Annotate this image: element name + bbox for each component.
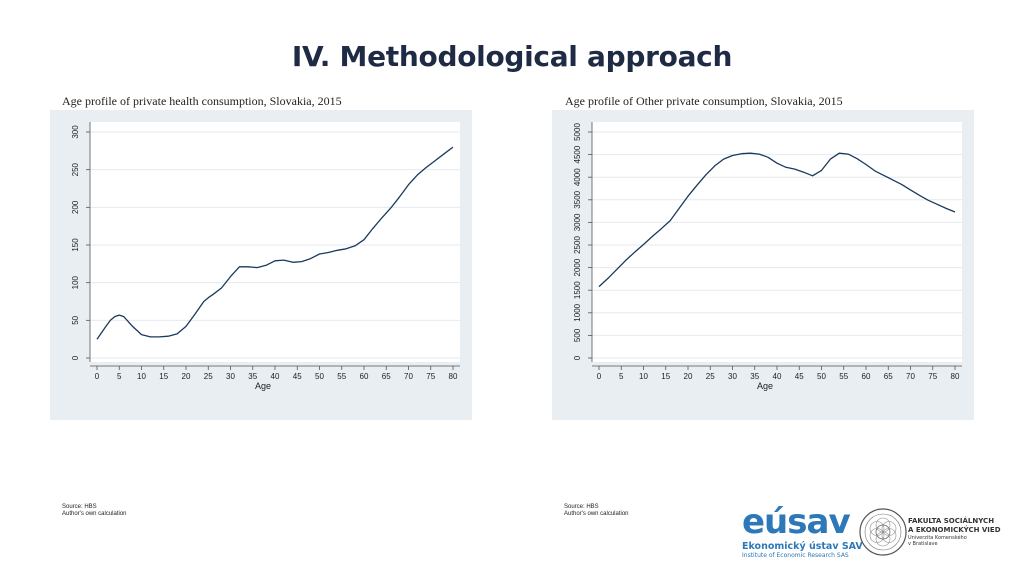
x-tick-label: 35 xyxy=(750,372,759,381)
y-tick-label: 0 xyxy=(573,355,582,360)
eusav-word-b: sav xyxy=(787,502,850,542)
x-tick-label: 70 xyxy=(404,372,413,381)
x-axis-label: Age xyxy=(757,381,773,391)
x-tick-label: 60 xyxy=(360,372,369,381)
eusav-name-en: Institute of Economic Research SAS xyxy=(742,552,849,559)
y-tick-label: 3000 xyxy=(573,213,582,231)
chart-health-svg: 0 50 100 150 200 250 300 0 5 10 15 20 25 30 35 40 45 50 55… xyxy=(71,122,460,391)
chart-other-svg: 0500100015002000250030003500400045005000… xyxy=(573,122,962,391)
x-tick-label: 55 xyxy=(337,372,346,381)
x-tick-label: 30 xyxy=(226,372,235,381)
chart-source-other: Source: HBS Author's own calculation xyxy=(564,504,629,518)
slide-title: IV. Methodological approach xyxy=(291,40,733,73)
x-tick-label: 0 xyxy=(95,372,100,381)
fses-logo-text: FAKULTA SOCIÁLNYCH A EKONOMICKÝCH VIED U… xyxy=(908,517,1001,547)
eusav-wordmark: eúsav xyxy=(742,505,852,539)
fses-line3: Univerzita Komenského xyxy=(908,535,967,541)
x-tick-label: 65 xyxy=(382,372,391,381)
y-tick-label: 200 xyxy=(71,200,80,214)
fses-seal-icon xyxy=(859,508,907,556)
x-tick-label: 75 xyxy=(928,372,937,381)
x-tick-label: 70 xyxy=(906,372,915,381)
x-tick-label: 50 xyxy=(315,372,324,381)
x-tick-label: 10 xyxy=(639,372,648,381)
plot-area xyxy=(592,122,962,362)
x-tick-label: 0 xyxy=(597,372,602,381)
eusav-name: Ekonomický ústav SAV xyxy=(742,541,863,552)
x-tick-label: 5 xyxy=(619,372,624,381)
x-tick-label: 15 xyxy=(661,372,670,381)
y-tick-label: 0 xyxy=(71,355,80,360)
fses-line1: FAKULTA SOCIÁLNYCH xyxy=(908,517,995,525)
x-axis-label: Age xyxy=(255,381,271,391)
y-tick-label: 4000 xyxy=(573,168,582,186)
chart-panel-other: 0 500 1000 1500 2000 2500 3000 3500 4000 4500 5000… xyxy=(552,110,974,517)
x-tick-label: 60 xyxy=(862,372,871,381)
x-tick-label: 80 xyxy=(449,372,458,381)
chart-caption-health: Age profile of private health consumptio… xyxy=(62,94,342,108)
x-tick-label: 25 xyxy=(706,372,715,381)
series-line xyxy=(598,152,956,288)
y-tick-label: 100 xyxy=(71,275,80,289)
x-tick-label: 55 xyxy=(839,372,848,381)
y-tick-label: 50 xyxy=(71,315,80,324)
fses-line4: v Bratislave xyxy=(908,541,938,547)
x-tick-label: 65 xyxy=(884,372,893,381)
y-tick-label: 5000 xyxy=(573,123,582,141)
y-tick-label: 500 xyxy=(573,328,582,342)
y-tick-label: 150 xyxy=(71,238,80,252)
eusav-word-a: eú xyxy=(742,502,788,542)
fses-line2: A EKONOMICKÝCH VIED xyxy=(908,526,1001,534)
x-tick-label: 45 xyxy=(293,372,302,381)
x-tick-label: 5 xyxy=(117,372,122,381)
eusav-logo: eúsav Ekonomický ústav SAV Institute of … xyxy=(742,505,863,560)
source-line: Source: HBS xyxy=(62,504,97,510)
x-tick-label: 75 xyxy=(426,372,435,381)
y-tick-label: 250 xyxy=(71,162,80,176)
chart-source-health: Source: HBS Author's own calculation xyxy=(62,504,127,518)
source-note: Author's own calculation xyxy=(62,511,127,517)
y-tick-label: 300 xyxy=(71,125,80,139)
y-tick-label: 3500 xyxy=(573,190,582,208)
x-tick-label: 20 xyxy=(182,372,191,381)
x-tick-label: 35 xyxy=(248,372,257,381)
x-tick-label: 15 xyxy=(159,372,168,381)
source-line: Source: HBS xyxy=(564,504,599,510)
y-tick-label: 4500 xyxy=(573,145,582,163)
source-note: Author's own calculation xyxy=(564,511,629,517)
x-tick-label: 45 xyxy=(795,372,804,381)
y-tick-label: 1500 xyxy=(573,281,582,299)
plot-area xyxy=(90,122,460,362)
x-tick-label: 40 xyxy=(773,372,782,381)
x-tick-label: 80 xyxy=(951,372,960,381)
chart-caption-other: Age profile of Other private consumption… xyxy=(565,94,843,108)
x-tick-label: 30 xyxy=(728,372,737,381)
x-tick-label: 10 xyxy=(137,372,146,381)
y-tick-label: 2500 xyxy=(573,236,582,254)
chart-panel-health: 0 50 100 150 200 250 300 0 5 10 15 20 25 30 35 40 45 50 55… xyxy=(50,110,472,517)
y-tick-label: 1000 xyxy=(573,303,582,321)
series-line xyxy=(96,146,454,340)
x-tick-label: 20 xyxy=(684,372,693,381)
footer-logos: eúsav Ekonomický ústav SAV Institute of … xyxy=(742,505,1012,565)
y-tick-label: 2000 xyxy=(573,258,582,276)
x-tick-label: 50 xyxy=(817,372,826,381)
x-tick-label: 25 xyxy=(204,372,213,381)
x-tick-label: 40 xyxy=(271,372,280,381)
